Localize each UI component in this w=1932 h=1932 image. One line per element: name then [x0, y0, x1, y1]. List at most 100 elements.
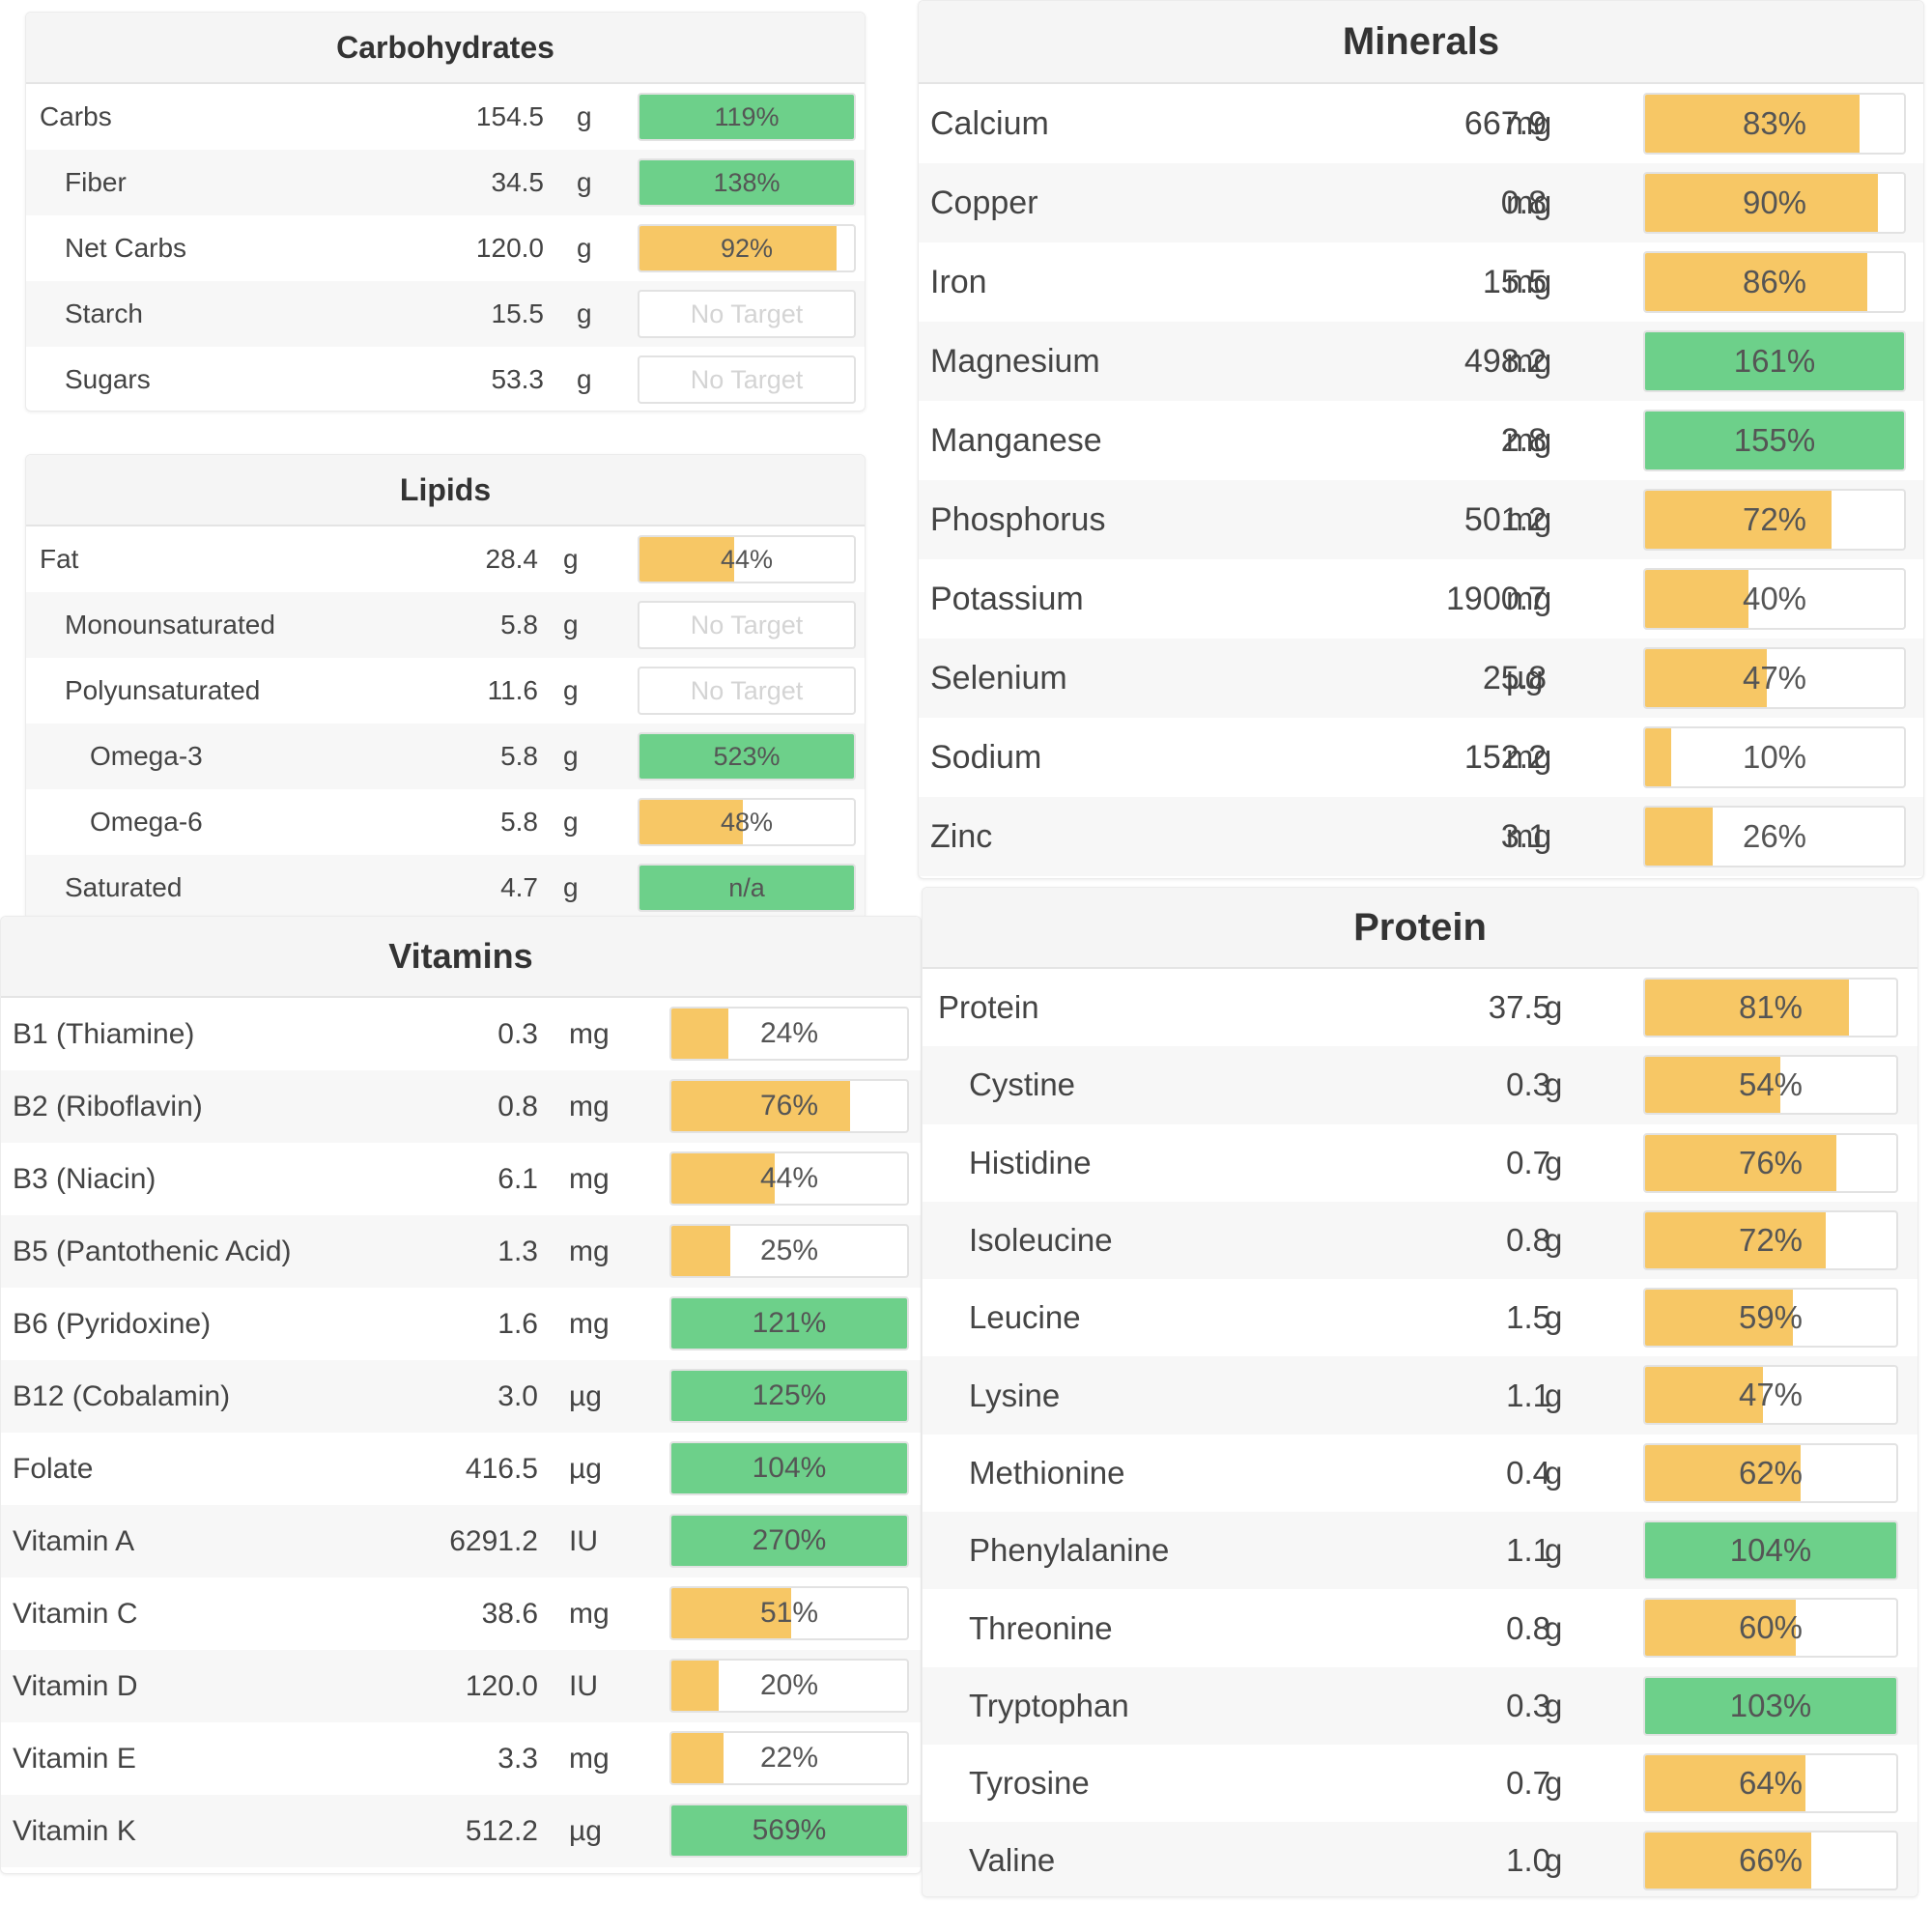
nutrient-unit: g [1545, 1454, 1563, 1491]
carbohydrates-title: Carbohydrates [26, 13, 865, 84]
percent-label: 90% [1742, 185, 1807, 220]
nutrient-row: B1 (Thiamine) 0.3 mg 24% [1, 998, 921, 1070]
nutrient-unit: g [1545, 989, 1563, 1026]
percent-label: 569% [752, 1814, 827, 1846]
nutrient-name: Phosphorus [930, 500, 1106, 538]
nutrient-row: Copper 0.8 mg 90% [919, 163, 1923, 242]
target-progress-bar: 119% [638, 93, 856, 141]
nutrient-row: Phosphorus 501.2 mg 72% [919, 480, 1923, 559]
nutrient-unit: mg [1506, 738, 1552, 776]
percent-label: 155% [1733, 422, 1816, 458]
percent-label: 40% [1742, 581, 1807, 616]
progress-fill [639, 734, 854, 779]
nutrient-amount: 37.5 [1488, 989, 1550, 1026]
percent-label: 10% [1742, 739, 1807, 775]
target-progress-bar: 22% [669, 1731, 909, 1785]
percent-label: 62% [1738, 1454, 1804, 1491]
nutrient-unit: g [1545, 1532, 1563, 1569]
nutrient-name: Sodium [930, 738, 1042, 776]
progress-fill [1645, 95, 1861, 153]
nutrient-name: Cystine [969, 1066, 1076, 1103]
nutrient-row: Vitamin A 6291.2 IU 270% [1, 1505, 921, 1577]
target-progress-bar: 44% [638, 535, 856, 583]
target-progress-bar: 72% [1643, 1209, 1898, 1270]
nutrient-name: Vitamin K [13, 1814, 136, 1847]
progress-fill [671, 1661, 719, 1711]
percent-label: 76% [759, 1090, 819, 1122]
percent-label: 76% [1738, 1144, 1804, 1180]
percent-label: No Target [690, 364, 804, 394]
percent-label: 119% [714, 101, 780, 131]
target-progress-bar: 81% [1643, 978, 1898, 1037]
nutrient-amount: 0.8 [1500, 184, 1547, 221]
nutrient-name: Selenium [930, 659, 1067, 696]
target-progress-bar: 161% [1643, 330, 1906, 392]
nutrient-name: Isoleucine [969, 1222, 1113, 1259]
nutrient-amount: 28.4 [485, 544, 539, 574]
nutrient-row: Omega-6 5.8 g 48% [26, 789, 865, 855]
target-progress-bar: 24% [669, 1007, 909, 1061]
nutrient-row: B2 (Riboflavin) 0.8 mg 76% [1, 1070, 921, 1143]
nutrient-row: B12 (Cobalamin) 3.0 µg 125% [1, 1360, 921, 1433]
progress-fill [1645, 491, 1832, 549]
nutrient-amount: 1.6 [497, 1307, 538, 1340]
percent-label: 25% [759, 1235, 819, 1266]
nutrient-amount: 5.8 [500, 807, 538, 837]
nutrient-unit: g [577, 233, 592, 263]
nutrient-unit: mg [569, 1597, 610, 1630]
nutrient-name: Phenylalanine [969, 1532, 1170, 1569]
nutrient-amount: 667.9 [1463, 104, 1547, 142]
nutrient-unit: g [577, 101, 592, 131]
nutrient-unit: g [563, 544, 579, 574]
nutrient-name: Potassium [930, 580, 1084, 617]
nutrient-row: Calcium 667.9 mg 83% [919, 84, 1923, 163]
percent-label: 48% [720, 807, 774, 837]
progress-fill [639, 95, 854, 139]
target-progress-bar: 104% [1643, 1520, 1898, 1581]
target-progress-bar: n/a [638, 864, 856, 912]
target-progress-bar: 47% [1643, 647, 1906, 709]
minerals-rows: Calcium 667.9 mg 83% Copper 0.8 mg 90% Iron 15.5 m… [919, 84, 1923, 876]
nutrient-name: Calcium [930, 104, 1049, 142]
nutrient-name: B3 (Niacin) [13, 1162, 156, 1195]
nutrient-amount: 0.7 [1506, 1144, 1550, 1180]
target-progress-bar: No Target [638, 601, 856, 649]
progress-fill [1645, 1444, 1802, 1501]
nutrient-row: Vitamin C 38.6 mg 51% [1, 1577, 921, 1650]
nutrient-amount: 120.0 [465, 1669, 538, 1702]
target-progress-bar: 25% [669, 1224, 909, 1278]
target-progress-bar: 569% [669, 1804, 909, 1858]
nutrient-amount: 3.1 [1500, 817, 1547, 855]
nutrient-amount: 501.2 [1463, 500, 1547, 538]
nutrient-amount: 0.8 [1506, 1222, 1550, 1259]
target-progress-bar: 64% [1643, 1752, 1898, 1813]
nutrient-amount: 0.4 [1506, 1454, 1550, 1491]
percent-label: 125% [752, 1379, 827, 1411]
percent-label: 47% [1742, 660, 1807, 696]
nutrient-amount: 154.5 [475, 101, 544, 131]
nutrient-name: Monounsaturated [65, 610, 275, 639]
nutrient-name: Saturated [65, 872, 183, 902]
minerals-panel: Minerals Calcium 667.9 mg 83% Copper 0.8 mg 90%… [918, 0, 1924, 879]
percent-label: n/a [728, 872, 765, 902]
nutrient-row: Methionine 0.4 g 62% [923, 1435, 1918, 1512]
target-progress-bar: No Target [638, 667, 856, 715]
nutrient-amount: 6.1 [497, 1162, 538, 1195]
nutrient-row: Carbs 154.5 g 119% [26, 84, 865, 150]
progress-fill [1645, 1290, 1794, 1347]
percent-label: 59% [1738, 1299, 1804, 1336]
target-progress-bar: 59% [1643, 1288, 1898, 1349]
nutrient-amount: 38.6 [481, 1597, 538, 1630]
target-progress-bar: 138% [638, 158, 856, 207]
nutrient-row: Protein 37.5 g 81% [923, 969, 1918, 1046]
progress-fill [1645, 728, 1671, 786]
carbohydrates-panel: Carbohydrates Carbs 154.5 g 119% Fiber 34.5 g 1… [25, 12, 866, 412]
percent-label: No Target [690, 298, 804, 328]
percent-label: 64% [1738, 1764, 1804, 1801]
progress-fill [671, 1009, 728, 1059]
progress-fill [639, 226, 838, 270]
nutrient-amount: 3.3 [497, 1742, 538, 1775]
percent-label: 86% [1742, 264, 1807, 299]
nutrient-amount: 0.3 [1506, 1687, 1550, 1723]
percent-label: 121% [752, 1307, 827, 1339]
